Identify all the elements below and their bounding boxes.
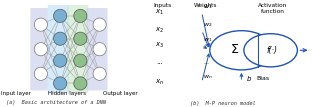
Text: Bias: Bias	[256, 77, 269, 81]
Text: Activation
function: Activation function	[258, 3, 288, 14]
FancyBboxPatch shape	[48, 4, 69, 94]
Text: $b$: $b$	[246, 74, 252, 83]
Circle shape	[34, 43, 47, 56]
Circle shape	[93, 43, 106, 56]
Text: $x_1$: $x_1$	[155, 7, 163, 17]
Circle shape	[93, 18, 106, 31]
Text: $w_n$: $w_n$	[203, 74, 213, 81]
Circle shape	[54, 9, 67, 22]
Text: (a)  Basic architecture of a DNN: (a) Basic architecture of a DNN	[6, 100, 106, 105]
Text: $x_n$: $x_n$	[155, 78, 164, 87]
Text: Hidden layers: Hidden layers	[48, 91, 86, 96]
Text: $w_1$: $w_1$	[203, 36, 213, 44]
Circle shape	[34, 67, 47, 80]
Text: ...: ...	[203, 60, 209, 65]
Text: Input layer: Input layer	[1, 91, 31, 96]
FancyBboxPatch shape	[30, 8, 48, 90]
Circle shape	[34, 18, 47, 31]
Text: Output layer: Output layer	[103, 91, 138, 96]
Text: $w_2$: $w_2$	[203, 21, 213, 29]
Text: (b)  M-P neuron model: (b) M-P neuron model	[190, 101, 256, 106]
Circle shape	[54, 32, 67, 45]
Text: $x_3$: $x_3$	[155, 41, 164, 50]
Text: f(·): f(·)	[267, 46, 278, 55]
Text: $w_1$: $w_1$	[203, 3, 213, 11]
Text: ...: ...	[156, 59, 163, 65]
Circle shape	[93, 67, 106, 80]
Circle shape	[74, 9, 87, 22]
Circle shape	[74, 54, 87, 67]
Circle shape	[244, 34, 297, 67]
FancyBboxPatch shape	[67, 4, 88, 94]
Circle shape	[74, 32, 87, 45]
Circle shape	[210, 31, 273, 70]
Text: Weights: Weights	[193, 3, 217, 8]
Circle shape	[74, 77, 87, 90]
Text: Σ: Σ	[231, 43, 239, 56]
Circle shape	[54, 54, 67, 67]
Text: Inputs: Inputs	[153, 3, 171, 8]
FancyBboxPatch shape	[86, 8, 108, 90]
Text: $x_2$: $x_2$	[155, 26, 163, 35]
Circle shape	[54, 77, 67, 90]
